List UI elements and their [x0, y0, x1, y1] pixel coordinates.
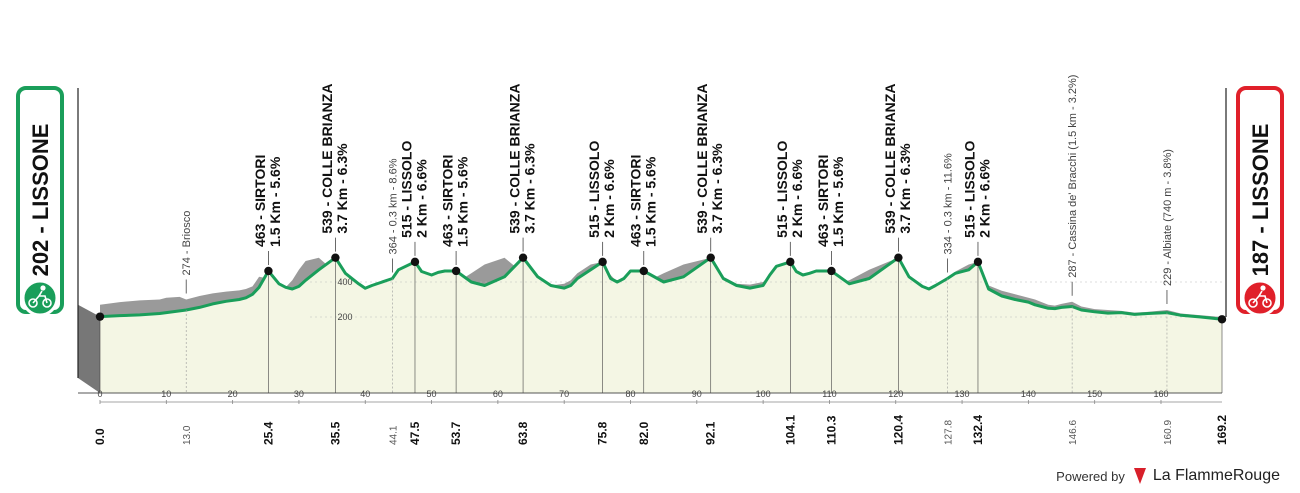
km-label-7: 63.8 — [516, 421, 530, 445]
route-dot-13 — [894, 253, 903, 262]
climb-label-6-0: 463 - SIRTORI — [440, 155, 456, 247]
km-label-9: 82.0 — [637, 421, 651, 445]
flame-icon — [1133, 468, 1146, 484]
start-badge: 202 - LISSONE — [16, 86, 64, 317]
route-dot-3 — [331, 253, 340, 262]
route-fill — [100, 257, 1222, 393]
km-label-15: 132.4 — [971, 415, 985, 445]
climb-label-15-1: 2 Km - 6.6% — [976, 159, 992, 238]
climb-label-14-0: 334 - 0.3 km - 11.6% — [942, 153, 954, 255]
km-label-6: 53.7 — [449, 421, 463, 445]
route-dot-18 — [1217, 315, 1227, 324]
start-cyclist-glyph — [28, 285, 52, 308]
finish-cyclist-glyph — [1248, 285, 1272, 308]
route-dot-15 — [973, 257, 983, 267]
x-tick-label-100: 100 — [756, 389, 771, 399]
x-tick-label-40: 40 — [360, 389, 370, 399]
x-tick-label-60: 60 — [493, 389, 503, 399]
route-dot-11 — [786, 257, 795, 267]
climb-label-6-1: 1.5 Km - 5.6% — [455, 156, 471, 247]
climb-label-12-0: 463 - SIRTORI — [815, 155, 831, 247]
climb-label-9-0: 463 - SIRTORI — [627, 155, 643, 247]
km-label-10: 92.1 — [704, 421, 718, 445]
x-tick-label-130: 130 — [955, 389, 970, 399]
x-tick-label-80: 80 — [625, 389, 635, 399]
x-tick-label-50: 50 — [427, 389, 437, 399]
finish-badge: 187 - LISSONE — [1236, 86, 1284, 317]
brand-name: La FlammeRouge — [1152, 467, 1280, 484]
km-label-3: 35.5 — [328, 421, 342, 445]
route-dot-7 — [518, 253, 528, 262]
climb-label-7-0: 539 - COLLE BRIANZA — [507, 84, 523, 234]
route-dot-9 — [639, 266, 648, 276]
start-town-label: 202 - LISSONE — [28, 124, 53, 277]
route-dot-6 — [451, 266, 461, 276]
climb-label-13-0: 539 - COLLE BRIANZA — [882, 84, 898, 234]
climb-label-8-1: 2 Km - 6.6% — [601, 159, 617, 238]
climb-label-10-0: 539 - COLLE BRIANZA — [694, 84, 710, 234]
x-tick-label-90: 90 — [692, 389, 702, 399]
x-tick-label-20: 20 — [228, 389, 238, 399]
climb-label-3-0: 539 - COLLE BRIANZA — [319, 84, 335, 234]
climb-label-13-1: 3.7 Km - 6.3% — [897, 143, 913, 234]
route-dot-0 — [95, 312, 105, 321]
y-tick-label-400: 400 — [337, 277, 352, 287]
finish-town-label: 187 - LISSONE — [1248, 124, 1273, 277]
km-label-17: 160.9 — [1163, 420, 1174, 445]
climb-label-11-1: 2 Km - 6.6% — [789, 159, 805, 238]
climb-label-7-1: 3.7 Km - 6.3% — [522, 143, 538, 234]
start-side-face — [78, 304, 100, 393]
climb-label-2-0: 463 - SIRTORI — [252, 155, 268, 247]
climb-label-16-0: 287 - Cassina de' Bracchi (1.5 km - 3.2%… — [1067, 75, 1079, 278]
km-label-0: 0.0 — [93, 428, 107, 445]
climb-label-2-1: 1.5 Km - 5.6% — [267, 156, 283, 247]
route-dot-12 — [827, 266, 836, 276]
km-label-4: 44.1 — [388, 425, 399, 445]
route-dot-2 — [264, 266, 273, 276]
route-line — [99, 256, 1223, 321]
x-tick-label-70: 70 — [559, 389, 569, 399]
x-tick-label-110: 110 — [822, 389, 836, 399]
climb-label-5-1: 2 Km - 6.6% — [413, 159, 429, 238]
climb-label-1-0: 274 - Briosco — [181, 211, 193, 276]
y-tick-label-200: 200 — [337, 312, 352, 322]
x-tick-label-10: 10 — [161, 389, 171, 399]
climb-label-5-0: 515 - LISSOLO — [398, 141, 414, 238]
climb-label-15-0: 515 - LISSOLO — [961, 141, 977, 238]
route-dot-8 — [598, 257, 607, 267]
credit: Powered by La FlammeRouge — [1056, 467, 1280, 485]
x-tick-label-0: 0 — [97, 389, 102, 399]
plot-area: 200 400 0 10 20 30 40 50 60 70 80 90 100 110 120 130 140… — [77, 75, 1229, 445]
km-label-12: 110.3 — [824, 415, 838, 445]
climb-label-8-0: 515 - LISSOLO — [586, 141, 602, 238]
climb-label-17-0: 229 - Albiate (740 m - 3.8%) — [1162, 149, 1174, 286]
start-cyclist-icon — [21, 279, 59, 317]
km-label-2: 25.4 — [261, 421, 275, 445]
route-dot-10 — [706, 253, 715, 262]
km-label-13: 120.4 — [891, 415, 905, 445]
x-tick-label-150: 150 — [1087, 389, 1102, 399]
route-dot-5 — [410, 257, 420, 267]
x-tick-label-30: 30 — [294, 389, 304, 399]
km-label-8: 75.8 — [596, 421, 610, 445]
km-label-5: 47.5 — [408, 421, 422, 445]
x-tick-label-120: 120 — [888, 389, 903, 399]
x-tick-label-140: 140 — [1021, 389, 1036, 399]
brand-logo: La FlammeRouge — [1133, 467, 1280, 485]
climb-label-4-0: 364 - 0.3 km - 8.6% — [387, 158, 399, 254]
km-label-14: 127.8 — [943, 420, 954, 445]
km-label-16: 146.6 — [1068, 420, 1079, 445]
climb-label-12-1: 1.5 Km - 5.6% — [830, 156, 846, 247]
km-label-1: 13.0 — [182, 425, 193, 445]
climb-label-11-0: 515 - LISSOLO — [774, 141, 790, 238]
km-label-11: 104.1 — [783, 415, 797, 445]
km-label-18: 169.2 — [1215, 415, 1229, 445]
powered-by-label: Powered by — [1056, 468, 1125, 484]
climb-label-10-1: 3.7 Km - 6.3% — [709, 143, 725, 234]
climb-label-9-1: 1.5 Km - 5.6% — [642, 156, 658, 247]
x-tick-label-160: 160 — [1153, 389, 1168, 399]
finish-cyclist-icon — [1241, 279, 1279, 317]
climb-label-3-1: 3.7 Km - 6.3% — [334, 143, 350, 234]
